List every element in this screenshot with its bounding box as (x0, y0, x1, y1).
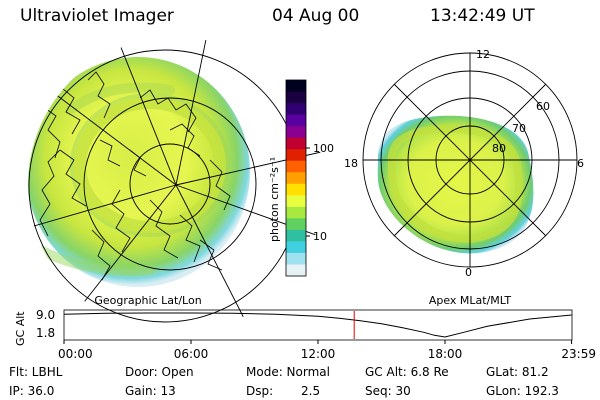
colorbar-tick-label-10: 10 (313, 230, 327, 243)
colorbar: 100 10 photon cm⁻²s⁻¹ (268, 79, 334, 277)
geo-meridian (175, 37, 211, 186)
geo-meridian (28, 184, 177, 231)
apex-mlat-label-80: 80 (492, 142, 506, 155)
status-door: Door: Open (125, 365, 194, 379)
colorbar-segment (286, 206, 306, 219)
colorbar-segment (286, 91, 306, 104)
colorbar-segment (286, 172, 306, 185)
status-filter: Flt: LBHL (9, 365, 63, 379)
image-date: 04 Aug 00 (272, 6, 360, 26)
x-tick-label: 18:00 (428, 347, 463, 361)
orbit-altitude-chart: 00:00 06:00 12:00 18:00 23:59 GC Alt 9.0 1.8 (14, 308, 596, 361)
colorbar-segment (286, 114, 306, 127)
apex-mlat-label-70: 70 (512, 122, 526, 135)
geographic-panel: Geographic Lat/Lon (28, 37, 324, 331)
colorbar-segment (286, 80, 306, 93)
status-seq: Seq: 30 (365, 384, 411, 398)
colorbar-segment (286, 229, 306, 242)
colorbar-segments (286, 80, 306, 277)
status-gc-alt: GC Alt: 6.8 Re (365, 365, 449, 379)
x-tick-label: 00:00 (58, 347, 93, 361)
colorbar-segment (286, 126, 306, 139)
apex-panel-label: Apex MLat/MLT (429, 294, 512, 307)
apex-mlt-line (393, 83, 547, 237)
apex-mlt-label-6: 6 (577, 157, 584, 170)
instrument-title: Ultraviolet Imager (20, 6, 174, 26)
colorbar-segment (286, 252, 306, 265)
status-glon: GLon: 192.3 (486, 384, 559, 398)
status-gain: Gain: 13 (125, 384, 176, 398)
image-time: 13:42:49 UT (430, 6, 535, 26)
x-tick-label: 12:00 (301, 347, 336, 361)
status-dsp-label: Dsp: (246, 384, 274, 398)
apex-panel: 12 18 6 0 60 70 80 Apex MLat/MLT (344, 48, 584, 307)
geo-latitude-circle (83, 97, 257, 271)
orbit-y-tick-label-low: 1.8 (36, 326, 55, 340)
status-dsp-value: 2.5 (301, 384, 321, 398)
geo-meridian (175, 184, 251, 331)
x-tick-label: 23:59 (561, 347, 596, 361)
geo-panel-label: Geographic Lat/Lon (94, 294, 201, 307)
apex-mlt-label-18: 18 (344, 157, 358, 170)
gc-alt-series-line (63, 312, 572, 338)
status-ip: IP: 36.0 (9, 384, 55, 398)
status-mode: Mode: Normal (246, 365, 330, 379)
apex-mlat-label-60: 60 (536, 100, 550, 113)
colorbar-segment (286, 137, 306, 150)
colorbar-segment (286, 149, 306, 162)
apex-mlt-label-0: 0 (465, 266, 472, 279)
orbit-y-axis-label: GC Alt (14, 311, 27, 346)
geo-auroral-oval (35, 82, 230, 276)
apex-auroral-oval (387, 124, 524, 243)
apex-mlt-label-12: 12 (476, 48, 490, 61)
colorbar-segment (286, 241, 306, 254)
colorbar-segment (286, 183, 306, 196)
colorbar-segment (286, 160, 306, 173)
colorbar-segment (286, 103, 306, 116)
colorbar-tick-label-100: 100 (313, 142, 334, 155)
colorbar-segment (286, 195, 306, 208)
x-tick-label: 06:00 (174, 347, 209, 361)
geo-meridian (69, 184, 177, 321)
colorbar-unit-label: photon cm⁻²s⁻¹ (268, 157, 281, 242)
geo-latitude-circle (129, 143, 211, 225)
colorbar-segment (286, 218, 306, 231)
colorbar-segment (286, 264, 306, 277)
status-glat: GLat: 81.2 (486, 365, 549, 379)
orbit-y-tick-label-high: 9.0 (36, 308, 55, 322)
apex-grid (362, 52, 578, 268)
colorbar-frame (285, 79, 307, 277)
